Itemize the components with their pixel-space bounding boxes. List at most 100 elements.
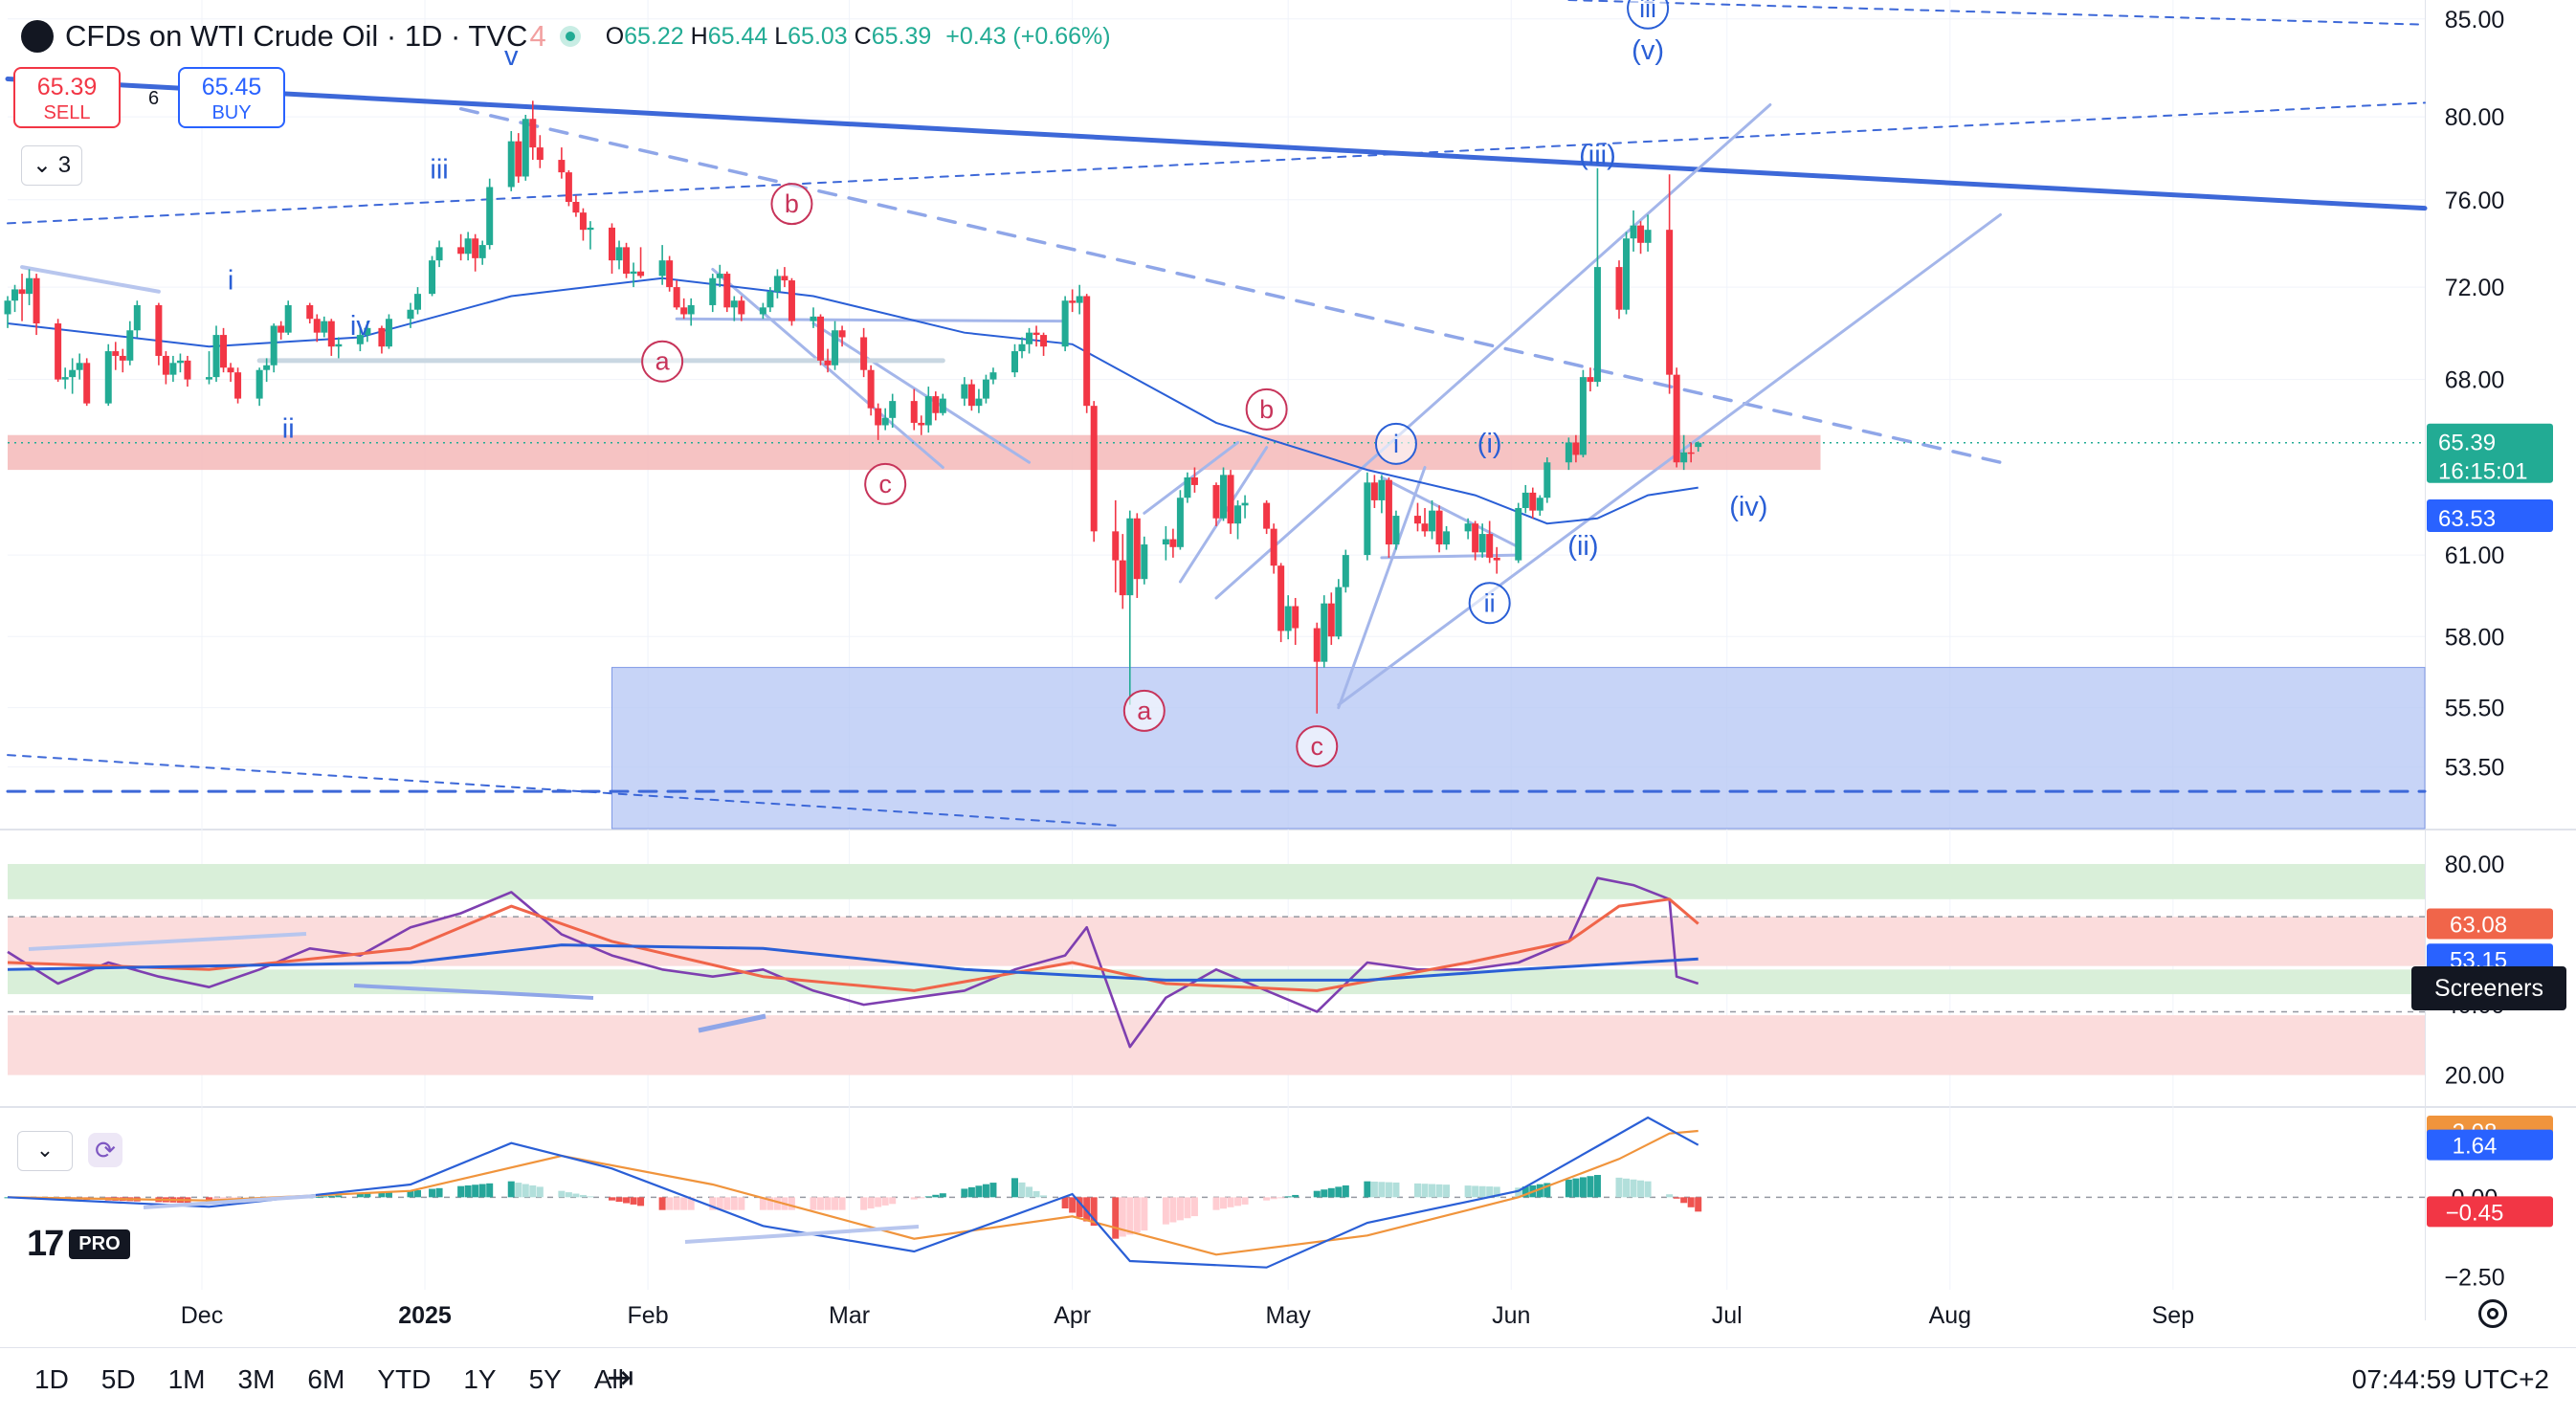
candle-body xyxy=(1342,555,1349,587)
wave-label: c xyxy=(878,470,892,498)
macd-histogram-bar xyxy=(1615,1177,1623,1198)
candle xyxy=(1435,505,1443,553)
range-5d[interactable]: 5D xyxy=(100,1364,136,1394)
ohlc-legend: O65.22 H65.44 L65.03 C65.39 +0.43 (+0.66… xyxy=(606,23,1111,51)
candle-body xyxy=(1335,587,1343,637)
sell-price: 65.39 xyxy=(36,74,98,100)
candle xyxy=(1695,441,1702,453)
low-value: 65.03 xyxy=(788,22,848,50)
symbol-header[interactable]: CFDs on WTI Crude Oil · 1D · TVC 4 O65.22… xyxy=(21,15,1111,57)
macd-signal-line xyxy=(7,1129,1699,1256)
macd-histogram-bar xyxy=(327,1195,335,1198)
candle xyxy=(184,355,191,387)
candle xyxy=(637,247,645,278)
session-clock[interactable]: 07:44:59 UTC+2 xyxy=(2351,1364,2549,1394)
candle-body xyxy=(766,291,774,308)
candle xyxy=(76,353,83,380)
range-1m[interactable]: 1M xyxy=(167,1364,206,1394)
macd-histogram-bar xyxy=(889,1197,897,1205)
screeners-tooltip[interactable]: Screeners xyxy=(2411,966,2566,1010)
candle-body xyxy=(1263,502,1271,529)
collapse-pane-button[interactable]: ⌄ xyxy=(17,1131,73,1171)
candle-body xyxy=(1521,492,1529,508)
candle-body xyxy=(867,369,875,409)
candle xyxy=(565,169,572,207)
candle-body xyxy=(824,360,832,365)
indicator-count-toggle[interactable]: ⌄ 3 xyxy=(21,145,82,186)
candle xyxy=(1076,284,1083,315)
sell-button[interactable]: 65.39 SELL xyxy=(13,67,121,128)
macd-histogram-bar xyxy=(875,1197,882,1207)
range-1d[interactable]: 1D xyxy=(34,1364,69,1394)
macd-histogram-bar xyxy=(364,1193,371,1198)
candle xyxy=(687,298,695,326)
macd-histogram-bar xyxy=(313,1196,321,1198)
candle-body xyxy=(284,304,292,333)
macd-histogram-bar xyxy=(572,1193,580,1198)
tradingview-logo[interactable]: 17 PRO xyxy=(27,1224,130,1264)
candle xyxy=(1327,592,1335,646)
candle xyxy=(860,327,868,378)
candle xyxy=(1133,513,1141,598)
candle-body xyxy=(1076,296,1083,303)
wave-label-circle xyxy=(1468,582,1511,625)
candle-body xyxy=(666,260,674,288)
candle-body xyxy=(220,335,228,368)
candle-body xyxy=(932,396,940,413)
refresh-icon[interactable]: ⟳ xyxy=(88,1133,122,1167)
candle xyxy=(824,348,832,373)
candle-body xyxy=(1090,406,1098,532)
macd-histogram-bar xyxy=(1521,1186,1529,1198)
rsi-axis-label: 20.00 xyxy=(2445,1063,2505,1090)
candle xyxy=(1126,510,1134,705)
macd-divergence-line xyxy=(684,1225,920,1244)
buy-button[interactable]: 65.45 BUY xyxy=(178,67,285,128)
macd-histogram-bar xyxy=(1472,1185,1479,1198)
goto-date-icon[interactable]: ⇥ xyxy=(607,1360,634,1396)
wave-label: v xyxy=(504,41,519,72)
range-6m[interactable]: 6M xyxy=(307,1364,345,1394)
range-5y[interactable]: 5Y xyxy=(528,1364,562,1394)
macd-histogram-bar xyxy=(918,1197,925,1199)
candle xyxy=(1623,232,1631,315)
candle xyxy=(1370,475,1378,508)
candle xyxy=(155,302,163,365)
time-axis-label: Jun xyxy=(1492,1302,1530,1329)
candle-body xyxy=(1370,482,1378,500)
candle-body xyxy=(18,289,26,295)
macd-histogram-bar xyxy=(687,1197,695,1210)
macd-divergence-line xyxy=(143,1194,317,1209)
candle xyxy=(1364,472,1371,561)
macd-histogram-bar xyxy=(910,1197,918,1200)
rsi-band xyxy=(8,864,2425,899)
macd-histogram-bar xyxy=(522,1184,529,1198)
trendline xyxy=(811,321,1032,464)
range-3m[interactable]: 3M xyxy=(237,1364,276,1394)
candle-body xyxy=(587,227,594,231)
macd-histogram-bar xyxy=(1515,1187,1522,1198)
candle xyxy=(1565,437,1572,471)
macd-histogram-bar xyxy=(486,1183,494,1198)
candle xyxy=(1443,525,1451,550)
range-1y[interactable]: 1Y xyxy=(463,1364,497,1394)
range-all[interactable]: All xyxy=(593,1364,624,1394)
candle xyxy=(119,348,126,373)
candle-body xyxy=(313,319,321,333)
time-axis-label: May xyxy=(1266,1302,1312,1329)
macd-histogram-bar xyxy=(472,1185,479,1198)
macd-histogram-bar xyxy=(1033,1190,1040,1198)
candle-body xyxy=(321,321,328,333)
symbol-title[interactable]: CFDs on WTI Crude Oil · 1D · TVC xyxy=(65,19,528,53)
price-axis-label: 55.50 xyxy=(2445,696,2505,722)
settings-gear-icon[interactable] xyxy=(2478,1299,2507,1328)
candle xyxy=(1593,167,1601,387)
candle-body xyxy=(1061,300,1069,347)
candle xyxy=(1615,260,1623,320)
range-ytd[interactable]: YTD xyxy=(377,1364,432,1394)
candle-body xyxy=(306,304,314,320)
candle xyxy=(133,300,141,338)
macd-axis-label: −2.50 xyxy=(2444,1265,2504,1292)
rsi-band xyxy=(8,1015,2425,1075)
macd-histogram-bar xyxy=(716,1197,723,1210)
